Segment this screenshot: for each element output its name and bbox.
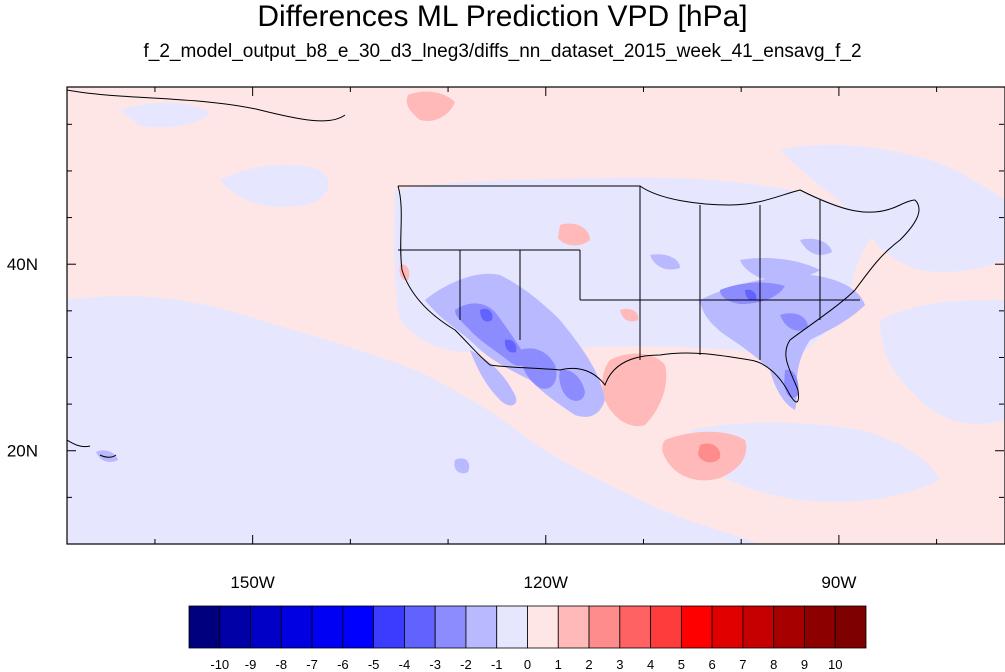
colorbar-label: -5 [368, 657, 380, 672]
colorbar-swatch [557, 605, 590, 649]
colorbar-swatch [342, 605, 375, 649]
colorbar: -10 -9 -8 -7 -6 -5 -4 -3 -2 -1 0 1 2 3 4 5 6 7 8 9 10 [188, 605, 867, 672]
colorbar-label: 8 [770, 657, 777, 672]
map-frame [66, 86, 1005, 545]
lat-label: 20N [7, 442, 38, 461]
colorbar-label: -1 [491, 657, 503, 672]
colorbar-label: 7 [739, 657, 746, 672]
colorbar-swatch [711, 605, 744, 649]
colorbar-label: -10 [210, 657, 229, 672]
colorbar-label: -6 [337, 657, 349, 672]
axis-ticks [67, 87, 1004, 544]
peak-negative-areas [480, 289, 757, 353]
map-subtitle: f_2_model_output_b8_e_30_d3_lneg3/diffs_… [143, 41, 862, 62]
colorbar-swatch [742, 605, 775, 649]
colorbar-label: 2 [585, 657, 592, 672]
colorbar-swatch [804, 605, 836, 649]
colorbar-label: 6 [709, 657, 716, 672]
colorbar-swatch [404, 605, 436, 649]
colorbar-label: 1 [555, 657, 562, 672]
axis-labels: 150W 120W 90W 40N 20N [7, 255, 857, 592]
colorbar-swatch [619, 605, 651, 649]
coastlines-and-borders [67, 89, 920, 458]
colorbar-swatch [588, 605, 621, 649]
colorbar-swatch [527, 605, 559, 649]
colorbar-swatch [280, 605, 313, 649]
colorbar-label: -4 [399, 657, 411, 672]
colorbar-label: -3 [429, 657, 441, 672]
colorbar-label: 0 [524, 657, 531, 672]
colorbar-swatch [373, 605, 405, 649]
colorbar-swatch [188, 605, 221, 649]
colorbar-swatch [465, 605, 498, 649]
colorbar-swatch [311, 605, 344, 649]
colorbar-label: 9 [801, 657, 808, 672]
colorbar-swatch [434, 605, 467, 649]
map-field [67, 87, 1005, 544]
colorbar-label: 3 [616, 657, 623, 672]
colorbar-swatch [834, 605, 867, 649]
colorbar-swatch [773, 605, 805, 649]
colorbar-swatch [650, 605, 682, 649]
colorbar-label: -2 [460, 657, 472, 672]
strong-positive-areas [698, 443, 721, 463]
colorbar-label: -9 [245, 657, 257, 672]
colorbar-swatch [680, 605, 713, 649]
negative-diff-areas [67, 102, 1005, 544]
lon-label: 90W [821, 573, 856, 592]
colorbar-label: 10 [828, 657, 842, 672]
lon-label: 150W [230, 573, 274, 592]
colorbar-swatch [496, 605, 528, 649]
colorbar-swatch [219, 605, 251, 649]
colorbar-swatch [250, 605, 282, 649]
map-title: Differences ML Prediction VPD [hPa] [257, 0, 748, 33]
colorbar-label: 4 [647, 657, 654, 672]
colorbar-label: 5 [678, 657, 685, 672]
colorbar-label: -8 [276, 657, 288, 672]
colorbar-label: -7 [306, 657, 318, 672]
lon-label: 120W [524, 573, 568, 592]
lat-label: 40N [7, 255, 38, 274]
